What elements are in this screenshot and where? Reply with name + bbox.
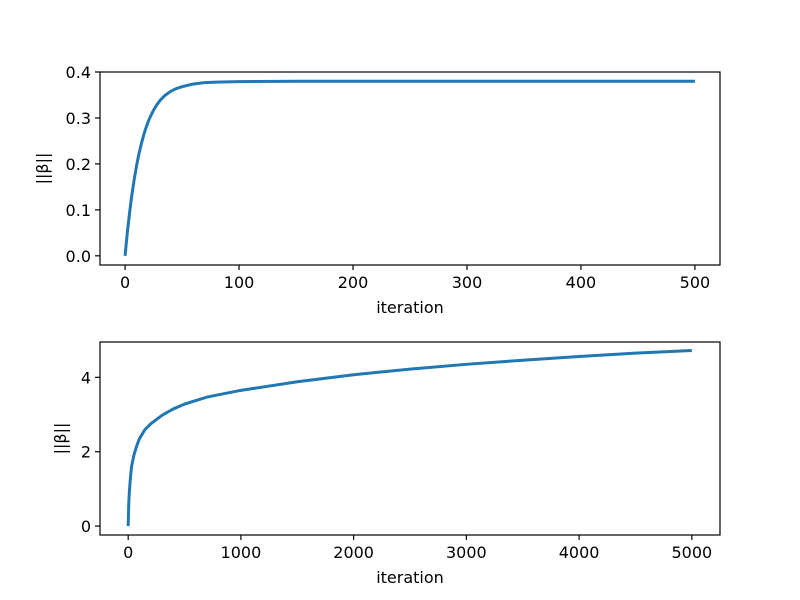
x-tick-label: 0	[120, 273, 130, 292]
y-tick-label: 0.0	[66, 247, 91, 266]
bottom-chart-panel: 0 1000 2000 3000 4000 5000 0 2 4 iteration ||β||	[51, 341, 721, 587]
x-tick-label: 2000	[333, 543, 374, 562]
x-tick-label: 4000	[559, 543, 600, 562]
x-tick-label: 500	[680, 273, 711, 292]
series-line-0	[126, 349, 692, 527]
y-tick-label: 0	[81, 517, 91, 536]
y-tick-label: 0.4	[66, 63, 91, 82]
y-axis-label: ||β||	[33, 153, 52, 185]
y-tick-label: 0.1	[66, 201, 91, 220]
y-tick-label: 2	[81, 443, 91, 462]
x-tick-label: 200	[338, 273, 369, 292]
x-tick-label: 300	[452, 273, 483, 292]
x-tick-label: 5000	[671, 543, 712, 562]
y-tick-label: 0.2	[66, 155, 91, 174]
axes-frame	[99, 341, 721, 536]
x-tick-label: 400	[566, 273, 597, 292]
x-tick-label: 1000	[221, 543, 262, 562]
series-line-0	[123, 79, 695, 256]
y-tick-label: 4	[81, 368, 91, 387]
y-tick-label: 0.3	[66, 109, 91, 128]
x-tick-label: 0	[123, 543, 133, 562]
y-axis-label: ||β||	[51, 423, 70, 455]
top-chart-panel: 0 100 200 300 400 500 0.0 0.1 0.2 0.3 0.4 iteration…	[33, 63, 721, 317]
x-tick-label: 100	[224, 273, 255, 292]
x-axis-label: iteration	[376, 568, 444, 587]
x-tick-label: 3000	[446, 543, 487, 562]
x-axis-label: iteration	[376, 298, 444, 317]
axes-frame	[99, 71, 721, 266]
